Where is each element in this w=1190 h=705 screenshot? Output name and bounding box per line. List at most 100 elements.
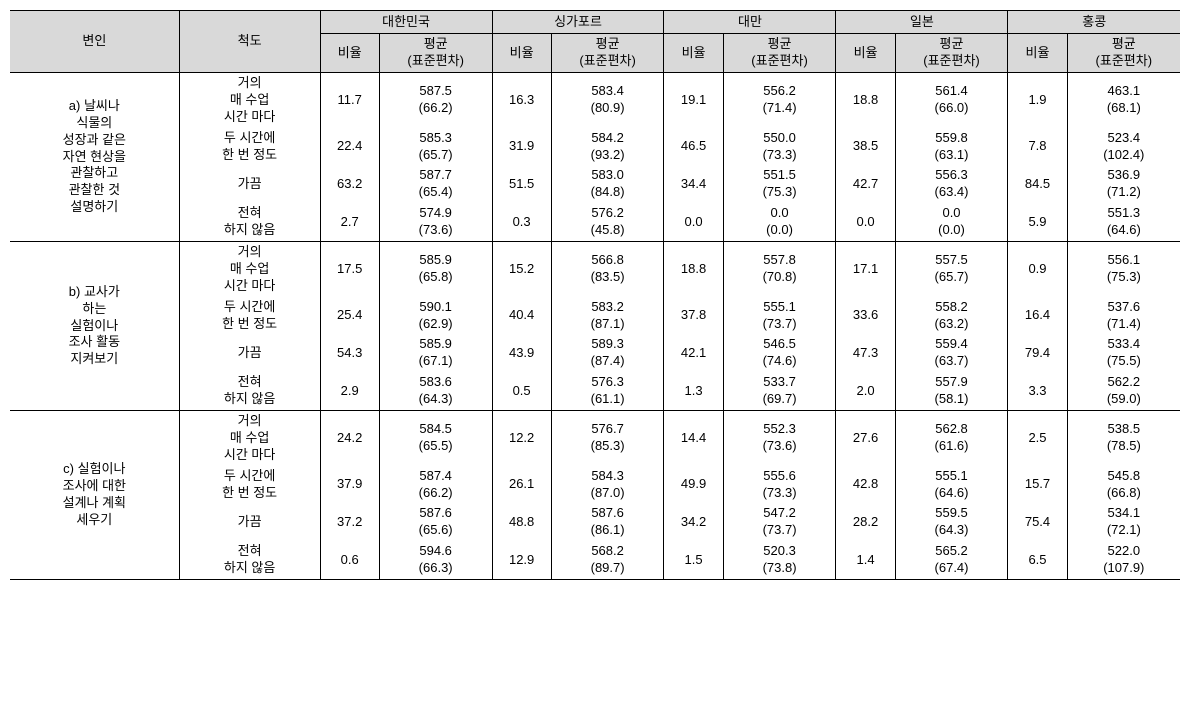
mean-cell: 536.9(71.2) (1067, 165, 1180, 203)
mean-cell: 523.4(102.4) (1067, 128, 1180, 166)
mean-cell: 559.4(63.7) (895, 334, 1008, 372)
col-mean: 평균(표준편차) (723, 34, 836, 73)
ratio-cell: 11.7 (320, 72, 379, 127)
ratio-cell: 33.6 (836, 297, 895, 335)
mean-cell: 576.7(85.3) (551, 411, 664, 466)
variable-label: b) 교사가하는실험이나조사 활동지켜보기 (10, 241, 179, 410)
mean-cell: 562.8(61.6) (895, 411, 1008, 466)
col-ratio: 비율 (664, 34, 723, 73)
ratio-cell: 19.1 (664, 72, 723, 127)
ratio-cell: 15.7 (1008, 466, 1067, 504)
ratio-cell: 28.2 (836, 503, 895, 541)
scale-label: 전혀하지 않음 (179, 203, 320, 241)
ratio-cell: 63.2 (320, 165, 379, 203)
mean-cell: 589.3(87.4) (551, 334, 664, 372)
mean-cell: 556.3(63.4) (895, 165, 1008, 203)
ratio-cell: 0.3 (492, 203, 551, 241)
data-table: 변인 척도 대한민국 싱가포르 대만 일본 홍콩 비율 평균(표준편차) 비율 … (10, 10, 1180, 580)
mean-cell: 594.6(66.3) (379, 541, 492, 579)
scale-label: 두 시간에한 번 정도 (179, 128, 320, 166)
scale-label: 거의매 수업시간 마다 (179, 411, 320, 466)
mean-cell: 574.9(73.6) (379, 203, 492, 241)
ratio-cell: 24.2 (320, 411, 379, 466)
mean-cell: 562.2(59.0) (1067, 372, 1180, 410)
scale-label: 거의매 수업시간 마다 (179, 72, 320, 127)
ratio-cell: 16.4 (1008, 297, 1067, 335)
mean-cell: 587.6(86.1) (551, 503, 664, 541)
ratio-cell: 37.8 (664, 297, 723, 335)
scale-label: 두 시간에한 번 정도 (179, 466, 320, 504)
mean-cell: 587.5(66.2) (379, 72, 492, 127)
ratio-cell: 2.0 (836, 372, 895, 410)
mean-cell: 556.1(75.3) (1067, 241, 1180, 296)
ratio-cell: 75.4 (1008, 503, 1067, 541)
ratio-cell: 0.5 (492, 372, 551, 410)
col-mean: 평균(표준편차) (895, 34, 1008, 73)
col-ratio: 비율 (1008, 34, 1067, 73)
ratio-cell: 43.9 (492, 334, 551, 372)
ratio-cell: 2.9 (320, 372, 379, 410)
mean-cell: 587.6(65.6) (379, 503, 492, 541)
scale-label: 가끔 (179, 334, 320, 372)
mean-cell: 561.4(66.0) (895, 72, 1008, 127)
ratio-cell: 40.4 (492, 297, 551, 335)
col-country-4: 홍콩 (1008, 11, 1180, 34)
ratio-cell: 22.4 (320, 128, 379, 166)
mean-cell: 533.4(75.5) (1067, 334, 1180, 372)
mean-cell: 576.3(61.1) (551, 372, 664, 410)
col-var: 변인 (10, 11, 179, 73)
ratio-cell: 27.6 (836, 411, 895, 466)
ratio-cell: 16.3 (492, 72, 551, 127)
ratio-cell: 2.5 (1008, 411, 1067, 466)
ratio-cell: 0.6 (320, 541, 379, 579)
mean-cell: 555.1(64.6) (895, 466, 1008, 504)
mean-cell: 545.8(66.8) (1067, 466, 1180, 504)
scale-label: 전혀하지 않음 (179, 541, 320, 579)
ratio-cell: 46.5 (664, 128, 723, 166)
ratio-cell: 15.2 (492, 241, 551, 296)
ratio-cell: 0.0 (664, 203, 723, 241)
ratio-cell: 12.9 (492, 541, 551, 579)
col-ratio: 비율 (836, 34, 895, 73)
col-ratio: 비율 (492, 34, 551, 73)
ratio-cell: 26.1 (492, 466, 551, 504)
col-country-0: 대한민국 (320, 11, 492, 34)
col-mean: 평균(표준편차) (1067, 34, 1180, 73)
mean-cell: 558.2(63.2) (895, 297, 1008, 335)
ratio-cell: 14.4 (664, 411, 723, 466)
mean-cell: 585.9(67.1) (379, 334, 492, 372)
variable-label: c) 실험이나조사에 대한설계나 계획세우기 (10, 411, 179, 580)
mean-cell: 576.2(45.8) (551, 203, 664, 241)
ratio-cell: 2.7 (320, 203, 379, 241)
table-header: 변인 척도 대한민국 싱가포르 대만 일본 홍콩 비율 평균(표준편차) 비율 … (10, 11, 1180, 73)
mean-cell: 534.1(72.1) (1067, 503, 1180, 541)
mean-cell: 533.7(69.7) (723, 372, 836, 410)
ratio-cell: 47.3 (836, 334, 895, 372)
mean-cell: 583.0(84.8) (551, 165, 664, 203)
ratio-cell: 37.9 (320, 466, 379, 504)
ratio-cell: 54.3 (320, 334, 379, 372)
mean-cell: 550.0(73.3) (723, 128, 836, 166)
ratio-cell: 12.2 (492, 411, 551, 466)
mean-cell: 583.4(80.9) (551, 72, 664, 127)
mean-cell: 0.0(0.0) (723, 203, 836, 241)
ratio-cell: 48.8 (492, 503, 551, 541)
col-country-1: 싱가포르 (492, 11, 664, 34)
ratio-cell: 37.2 (320, 503, 379, 541)
scale-label: 두 시간에한 번 정도 (179, 297, 320, 335)
ratio-cell: 18.8 (836, 72, 895, 127)
col-country-2: 대만 (664, 11, 836, 34)
col-mean: 평균(표준편차) (551, 34, 664, 73)
mean-cell: 584.3(87.0) (551, 466, 664, 504)
scale-label: 가끔 (179, 503, 320, 541)
ratio-cell: 25.4 (320, 297, 379, 335)
ratio-cell: 3.3 (1008, 372, 1067, 410)
ratio-cell: 7.8 (1008, 128, 1067, 166)
ratio-cell: 1.3 (664, 372, 723, 410)
mean-cell: 587.4(66.2) (379, 466, 492, 504)
col-country-3: 일본 (836, 11, 1008, 34)
variable-label: a) 날씨나식물의성장과 같은자연 현상을관찰하고관찰한 것설명하기 (10, 72, 179, 241)
ratio-cell: 1.4 (836, 541, 895, 579)
ratio-cell: 1.5 (664, 541, 723, 579)
ratio-cell: 17.1 (836, 241, 895, 296)
